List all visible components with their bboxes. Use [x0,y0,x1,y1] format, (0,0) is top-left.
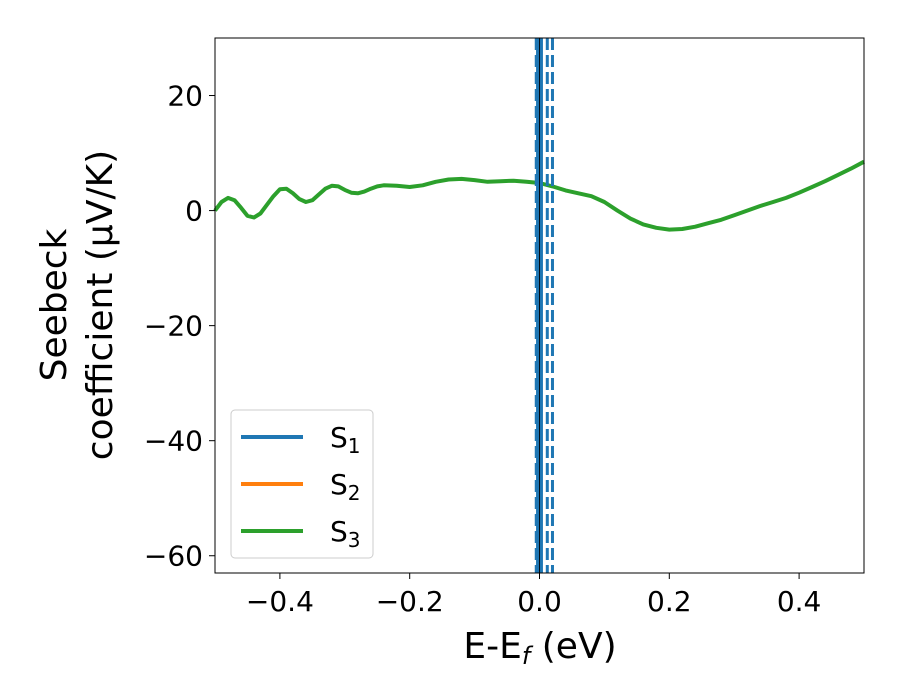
plot-marks [213,159,865,232]
y-tick-label: −20 [144,310,203,343]
y-axis-title-line1: Seebeck [34,228,75,381]
x-tick-label: −0.2 [376,585,444,618]
y-tick-label: −40 [144,425,203,458]
series-line-S3 [213,159,865,232]
x-tick-label: 0.0 [517,585,562,618]
x-axis-ticks: −0.4 −0.2 0.0 0.2 0.4 [246,573,821,618]
y-axis-ticks: 20 0 −20 −40 −60 [144,80,215,573]
vertical-lines [534,38,554,573]
x-tick-label: 0.4 [777,585,822,618]
y-tick-label: −60 [144,540,203,573]
y-tick-label: 0 [185,195,203,228]
x-tick-label: 0.2 [647,585,692,618]
y-tick-label: 20 [167,80,203,113]
y-axis-title-line2: coefficient (μV/K) [80,150,121,460]
x-axis-title: E-Ef (eV) [463,626,616,670]
x-tick-label: −0.4 [246,585,314,618]
